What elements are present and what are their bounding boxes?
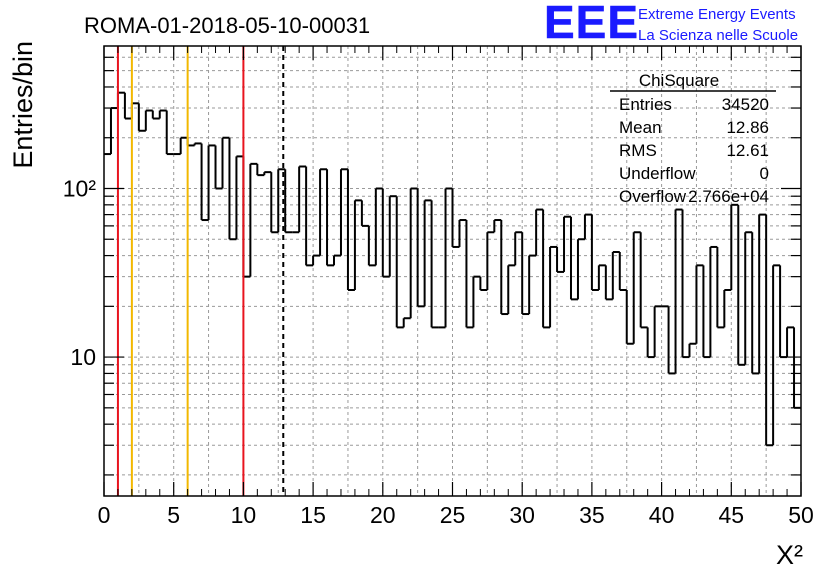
stats-label-entries: Entries (619, 95, 672, 114)
bars-layer (104, 91, 801, 447)
stats-label-mean: Mean (619, 118, 662, 137)
stats-label-rms: RMS (619, 141, 657, 160)
x-axis-label: X² (776, 540, 803, 570)
x-tick-label: 30 (509, 502, 535, 528)
stats-label-overflow: Overflow (619, 187, 687, 206)
stats-value-overflow: 2.766e+04 (688, 187, 769, 206)
stats-box: ChiSquare Entries 34520 Mean 12.86 RMS 1… (610, 71, 776, 206)
x-tick-label: 10 (231, 502, 257, 528)
x-tick-label: 35 (579, 502, 605, 528)
x-tick-label: 50 (788, 502, 814, 528)
logo-line1: Extreme Energy Events (638, 6, 796, 23)
y-axis-label: Entries/bin (8, 41, 38, 169)
plot-frame (103, 45, 802, 497)
x-tick-label: 45 (719, 502, 745, 528)
stats-title: ChiSquare (639, 71, 719, 90)
x-tick-label: 40 (649, 502, 675, 528)
axis-layer: 0 5 10 15 20 25 30 35 40 45 50 10 10² (63, 46, 814, 528)
chart-title: ROMA-01-2018-05-10-00031 (84, 13, 370, 38)
x-tick-label: 15 (300, 502, 326, 528)
x-tick-label: 5 (167, 502, 180, 528)
stats-value-rms: 12.61 (726, 141, 769, 160)
stats-value-entries: 34520 (722, 95, 769, 114)
x-tick-label: 0 (98, 502, 111, 528)
logo-mark: EEE (544, 0, 639, 48)
stats-value-mean: 12.86 (726, 118, 769, 137)
y-tick-label: 10² (63, 175, 97, 201)
stats-label-underflow: Underflow (619, 164, 696, 183)
x-tick-label: 25 (440, 502, 466, 528)
y-tick-label: 10 (70, 344, 96, 370)
marker-lines-layer (116, 46, 285, 496)
x-tick-label: 20 (370, 502, 396, 528)
logo-line2: La Scienza nelle Scuole (638, 27, 798, 44)
stats-value-underflow: 0 (760, 164, 769, 183)
